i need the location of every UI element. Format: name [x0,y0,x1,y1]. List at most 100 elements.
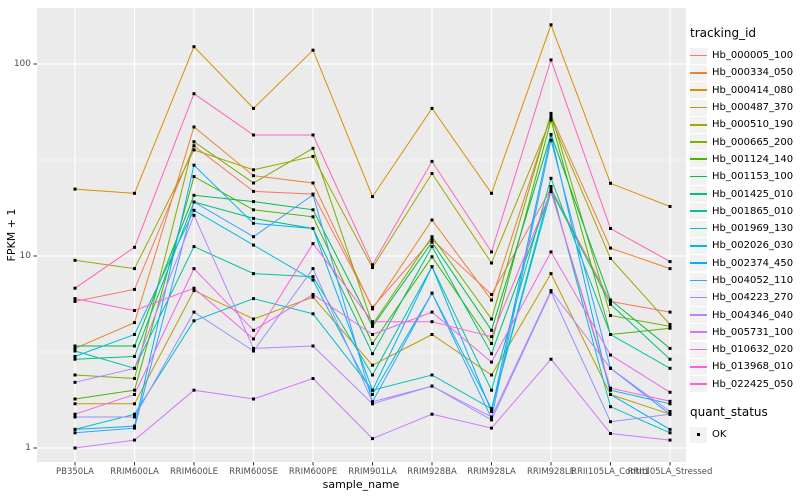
x-axis-title: sample_name [322,478,400,491]
data-point [252,168,255,172]
series-line-icon [690,193,707,195]
data-point [430,291,434,295]
data-point [371,323,374,326]
data-point [430,172,434,175]
series-line-icon [690,314,707,316]
data-point [371,195,374,199]
legend-title-quant-status: quant_status [690,404,768,419]
data-point [549,189,553,193]
data-point [490,418,493,422]
data-point [668,324,672,328]
data-point [609,246,612,250]
legend-item-label: Hb_004346_040 [712,309,794,321]
x-tick-label: RRIM600LA [110,467,159,477]
legend-key-swatch [690,47,707,64]
data-point [133,344,136,348]
legend-item-label: Hb_000005_100 [712,50,794,62]
legend-item-Hb_002026_030: Hb_002026_030 [690,237,800,254]
series-line-icon [690,71,707,74]
data-point [311,295,315,299]
data-point [668,431,672,435]
data-point [430,235,434,239]
legend-key-swatch [690,186,707,203]
legend-key-swatch [690,151,707,168]
data-point [371,437,374,441]
data-point [430,310,434,314]
x-tick-label: RRIM928LA [467,467,516,477]
x-tick-label: RRII105LA_Control [571,467,650,477]
data-point [668,205,672,208]
legend-item-Hb_013968_010: Hb_013968_010 [690,358,800,375]
data-point [73,412,77,416]
series-line-icon [690,244,707,247]
data-point [73,402,77,406]
data-point [430,333,434,336]
data-point [192,140,196,144]
legend-key-swatch [690,116,707,133]
data-point [371,320,374,324]
data-point [490,317,493,321]
legend-key-swatch [690,324,707,341]
data-point [490,388,493,392]
data-point [668,310,672,314]
data-point [311,312,315,316]
data-point [252,200,255,204]
y-tick-label: 100 [13,58,31,69]
data-point [73,431,77,435]
data-point [371,324,374,328]
data-point [311,275,315,279]
data-point [668,438,672,442]
data-point [668,267,672,271]
legend-item-label: Hb_000510_190 [712,119,794,131]
data-point [133,245,136,249]
data-point [549,176,553,180]
data-point [133,388,136,392]
x-tick-label: RRIM901LA [348,467,397,477]
x-tick-label: RRIM600SE [229,467,278,477]
legend-item-Hb_002374_450: Hb_002374_450 [690,255,800,272]
data-point [490,373,493,377]
data-point [490,415,493,419]
legend-key-swatch [690,64,707,81]
data-point [371,352,374,356]
legend-key-swatch [690,272,707,289]
data-point [490,261,493,265]
data-point [311,293,315,296]
data-point [192,193,196,197]
legend-item-Hb_004052_110: Hb_004052_110 [690,272,800,289]
legend-item-label: Hb_000334_050 [712,67,794,79]
ok-point-key [690,426,707,443]
data-point [192,289,196,293]
data-point [133,309,136,312]
legend-item-Hb_000414_080: Hb_000414_080 [690,82,800,99]
data-point [73,258,77,262]
data-point [609,366,612,370]
legend-key-swatch [690,341,707,358]
data-point [490,342,493,345]
data-point [133,267,136,271]
data-point [133,412,136,416]
data-point [252,349,255,353]
data-point [311,193,315,197]
data-point [73,187,77,191]
legend-item-Hb_000005_100: Hb_000005_100 [690,47,800,64]
y-axis-title: FPKM + 1 [5,208,18,262]
series-line-icon [690,106,707,109]
data-point [371,266,374,270]
legend-item-Hb_001865_010: Hb_001865_010 [690,203,800,220]
data-point [311,278,315,282]
data-point [252,208,255,212]
legend-item-label: Hb_001425_010 [712,188,794,200]
data-point [133,415,136,419]
data-point [133,366,136,370]
legend-key-swatch [690,255,707,272]
legend-key-swatch [690,376,707,393]
data-point [549,113,553,117]
x-tick-label: PB350LA [56,467,94,477]
data-point [430,265,434,269]
data-point [311,267,315,271]
data-point [371,307,374,311]
legend-item-Hb_000334_050: Hb_000334_050 [690,64,800,81]
legend-key-swatch [690,82,707,99]
